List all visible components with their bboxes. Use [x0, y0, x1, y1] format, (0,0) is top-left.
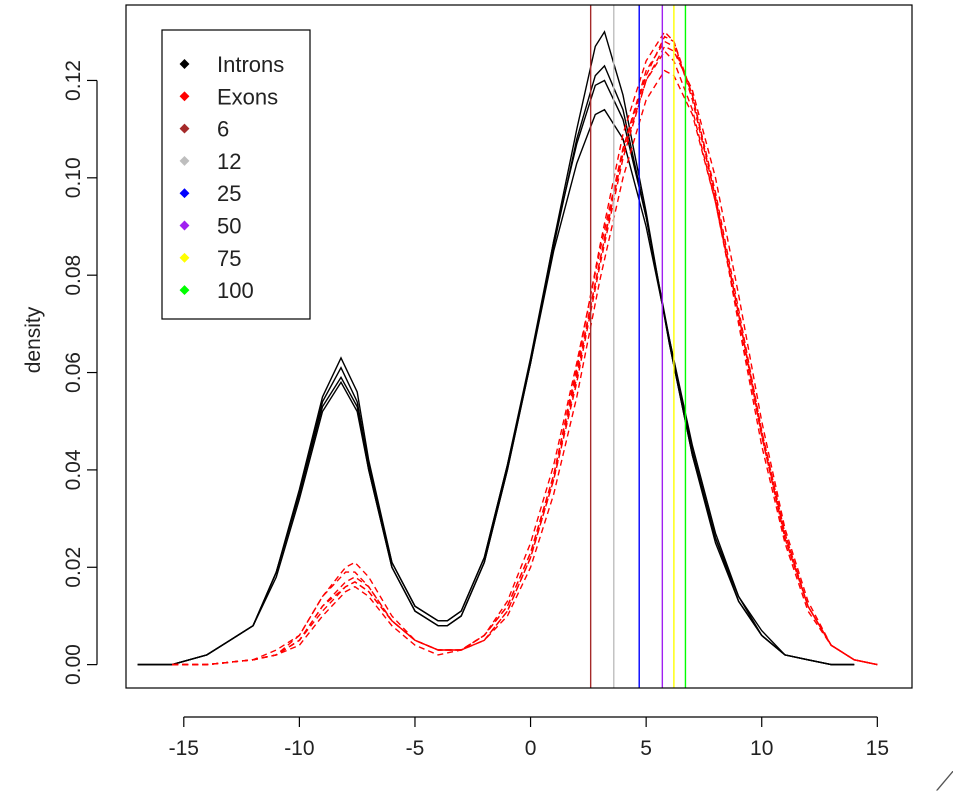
legend-label: Introns: [217, 52, 284, 77]
y-tick-label: 0.04: [62, 449, 85, 490]
legend-marker: [179, 155, 190, 166]
x-tick-label: 0: [525, 737, 537, 760]
axes: -15 -10 -5 0 5 10 15 0.00 0.02 0.04 0.06 0.08 0.10 0.…: [62, 4, 913, 760]
corner-mark-icon: ⟋: [936, 767, 953, 793]
exons-density-line: [172, 45, 878, 666]
x-tick-label: 5: [640, 737, 652, 760]
legend-box: [161, 29, 311, 320]
legend: Introns Exons 6 12 25 50 75 100: [161, 29, 311, 320]
legend-label: 75: [217, 246, 241, 271]
legend-marker: [179, 59, 190, 69]
legend-label: 50: [217, 214, 241, 239]
exons-density-line: [172, 30, 878, 666]
legend-marker: [179, 285, 190, 296]
legend-marker: [179, 91, 190, 102]
legend-label: 12: [217, 149, 241, 174]
x-tick-label: -5: [406, 737, 425, 760]
introns-density-line: [137, 64, 855, 666]
y-axis-label: density: [22, 306, 45, 373]
y-tick-label: 0.06: [62, 352, 85, 393]
legend-marker: [179, 123, 190, 134]
exons-density-line: [172, 40, 878, 666]
legend-marker: [179, 220, 190, 231]
x-tick-label: -10: [284, 737, 314, 760]
plot-frame: [125, 4, 913, 689]
x-tick-label: 15: [866, 737, 889, 760]
x-tick-label: -15: [169, 737, 199, 760]
x-tick-label: 10: [750, 737, 773, 760]
exons-density-line: [172, 69, 878, 666]
legend-label: 100: [217, 278, 254, 303]
y-tick-label: 0.00: [62, 644, 85, 685]
plot-area: [137, 5, 878, 688]
legend-label: 6: [217, 117, 229, 142]
y-tick-label: 0.08: [62, 255, 85, 296]
y-tick-label: 0.12: [62, 60, 85, 101]
y-tick-label: 0.10: [62, 157, 85, 198]
legend-marker: [179, 188, 190, 199]
legend-label: Exons: [217, 84, 278, 109]
y-tick-label: 0.02: [62, 547, 85, 588]
legend-label: 25: [217, 181, 241, 206]
